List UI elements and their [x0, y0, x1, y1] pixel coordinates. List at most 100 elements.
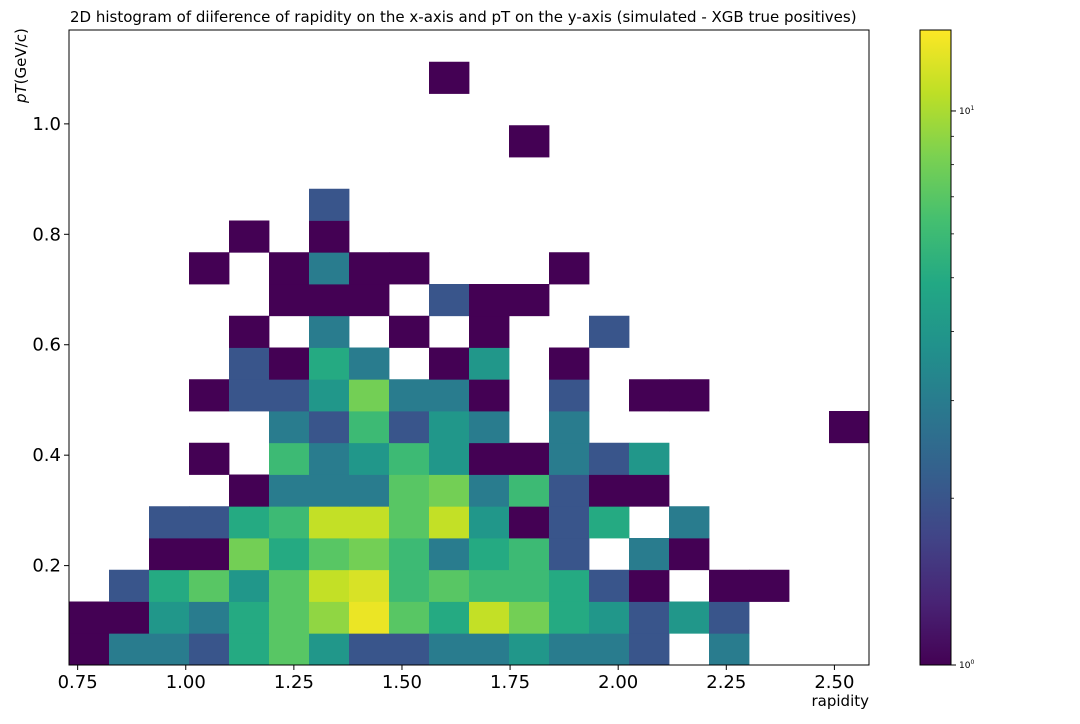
histogram-cell	[309, 506, 350, 539]
histogram-cell	[389, 601, 430, 634]
histogram-cell	[349, 411, 390, 444]
histogram-cell	[269, 379, 310, 412]
histogram-cell	[549, 538, 590, 571]
histogram-cell	[189, 569, 230, 602]
histogram-cell	[549, 411, 590, 444]
histogram-cell	[549, 506, 590, 539]
histogram-cell	[629, 474, 670, 507]
histogram-cell	[429, 633, 470, 666]
histogram-cell	[429, 379, 470, 412]
histogram-cell	[829, 411, 870, 444]
histogram-cell	[309, 220, 350, 253]
histogram-cell	[229, 569, 270, 602]
histogram-cell	[589, 506, 630, 539]
histogram-cell	[349, 442, 390, 475]
histogram-cell	[69, 633, 110, 666]
x-tick-label: 2.00	[598, 672, 638, 693]
histogram-cell	[229, 220, 270, 253]
histogram-cell	[629, 601, 670, 634]
histogram-cell	[269, 569, 310, 602]
histogram-cells	[69, 61, 870, 666]
x-tick-label: 1.75	[490, 672, 530, 693]
histogram-cell	[429, 411, 470, 444]
histogram-cell	[589, 569, 630, 602]
histogram-cell	[589, 474, 630, 507]
x-tick-label: 1.00	[166, 672, 206, 693]
histogram-cell	[269, 411, 310, 444]
histogram-cell	[629, 379, 670, 412]
colorbar-tick-label: 101	[959, 105, 974, 117]
y-tick-label: 0.2	[32, 556, 61, 577]
plot-area	[68, 29, 870, 666]
histogram-cell	[709, 569, 750, 602]
y-tick-label: 0.6	[32, 335, 61, 356]
x-axis-label: rapidity	[812, 692, 870, 710]
histogram-cell	[669, 538, 710, 571]
x-tick-label: 1.25	[274, 672, 314, 693]
histogram-cell	[309, 633, 350, 666]
histogram-cell	[109, 633, 150, 666]
histogram-cell	[429, 347, 470, 380]
histogram-cell	[149, 601, 190, 634]
histogram-cell	[349, 284, 390, 317]
y-axis-label: pT(GeV/c)	[12, 28, 30, 104]
histogram-cell	[229, 601, 270, 634]
histogram-cell	[389, 538, 430, 571]
y-tick-label: 0.8	[32, 224, 61, 245]
histogram-cell	[309, 601, 350, 634]
histogram-cell	[469, 315, 510, 348]
histogram-cell	[349, 474, 390, 507]
chart-title: 2D histogram of diiference of rapidity o…	[70, 8, 857, 26]
histogram-cell	[669, 379, 710, 412]
histogram-cell	[509, 125, 550, 158]
histogram-cell	[109, 569, 150, 602]
histogram-cell	[389, 411, 430, 444]
histogram-cell	[709, 633, 750, 666]
histogram-cell	[349, 538, 390, 571]
histogram-cell	[309, 474, 350, 507]
histogram-cell	[589, 442, 630, 475]
x-tick-label: 0.75	[58, 672, 98, 693]
y-axis-label-symbol: pT	[12, 82, 30, 104]
colorbar-gradient	[919, 29, 952, 666]
histogram-cell	[229, 347, 270, 380]
histogram-cell	[349, 506, 390, 539]
histogram-cell	[389, 569, 430, 602]
histogram-cell	[669, 506, 710, 539]
histogram-cell	[349, 252, 390, 285]
histogram-cell	[469, 284, 510, 317]
histogram-cell	[669, 601, 710, 634]
histogram-cell	[389, 379, 430, 412]
histogram-cell	[509, 538, 550, 571]
x-tick-label: 2.25	[706, 672, 746, 693]
histogram-cell	[549, 601, 590, 634]
histogram-cell	[429, 61, 470, 94]
histogram-cell	[549, 379, 590, 412]
histogram-cell	[269, 633, 310, 666]
histogram-cell	[189, 601, 230, 634]
histogram-cell	[509, 442, 550, 475]
histogram-cell	[309, 284, 350, 317]
histogram-cell	[269, 506, 310, 539]
histogram-cell	[469, 506, 510, 539]
histogram-cell	[509, 506, 550, 539]
plot-frame	[68, 29, 870, 666]
histogram-cell	[469, 379, 510, 412]
histogram-cell	[469, 347, 510, 380]
x-tick-label: 1.50	[382, 672, 422, 693]
histogram-cell	[389, 315, 430, 348]
histogram-cell	[349, 569, 390, 602]
histogram-cell	[709, 601, 750, 634]
histogram-cell	[509, 474, 550, 507]
histogram-cell	[589, 315, 630, 348]
histogram-cell	[189, 506, 230, 539]
histogram-cell	[469, 538, 510, 571]
histogram-cell	[349, 601, 390, 634]
colorbar: 100 101	[919, 29, 974, 671]
histogram-cell	[229, 633, 270, 666]
histogram-cell	[629, 538, 670, 571]
histogram-cell	[629, 442, 670, 475]
histogram-cell	[589, 633, 630, 666]
histogram-cell	[429, 284, 470, 317]
